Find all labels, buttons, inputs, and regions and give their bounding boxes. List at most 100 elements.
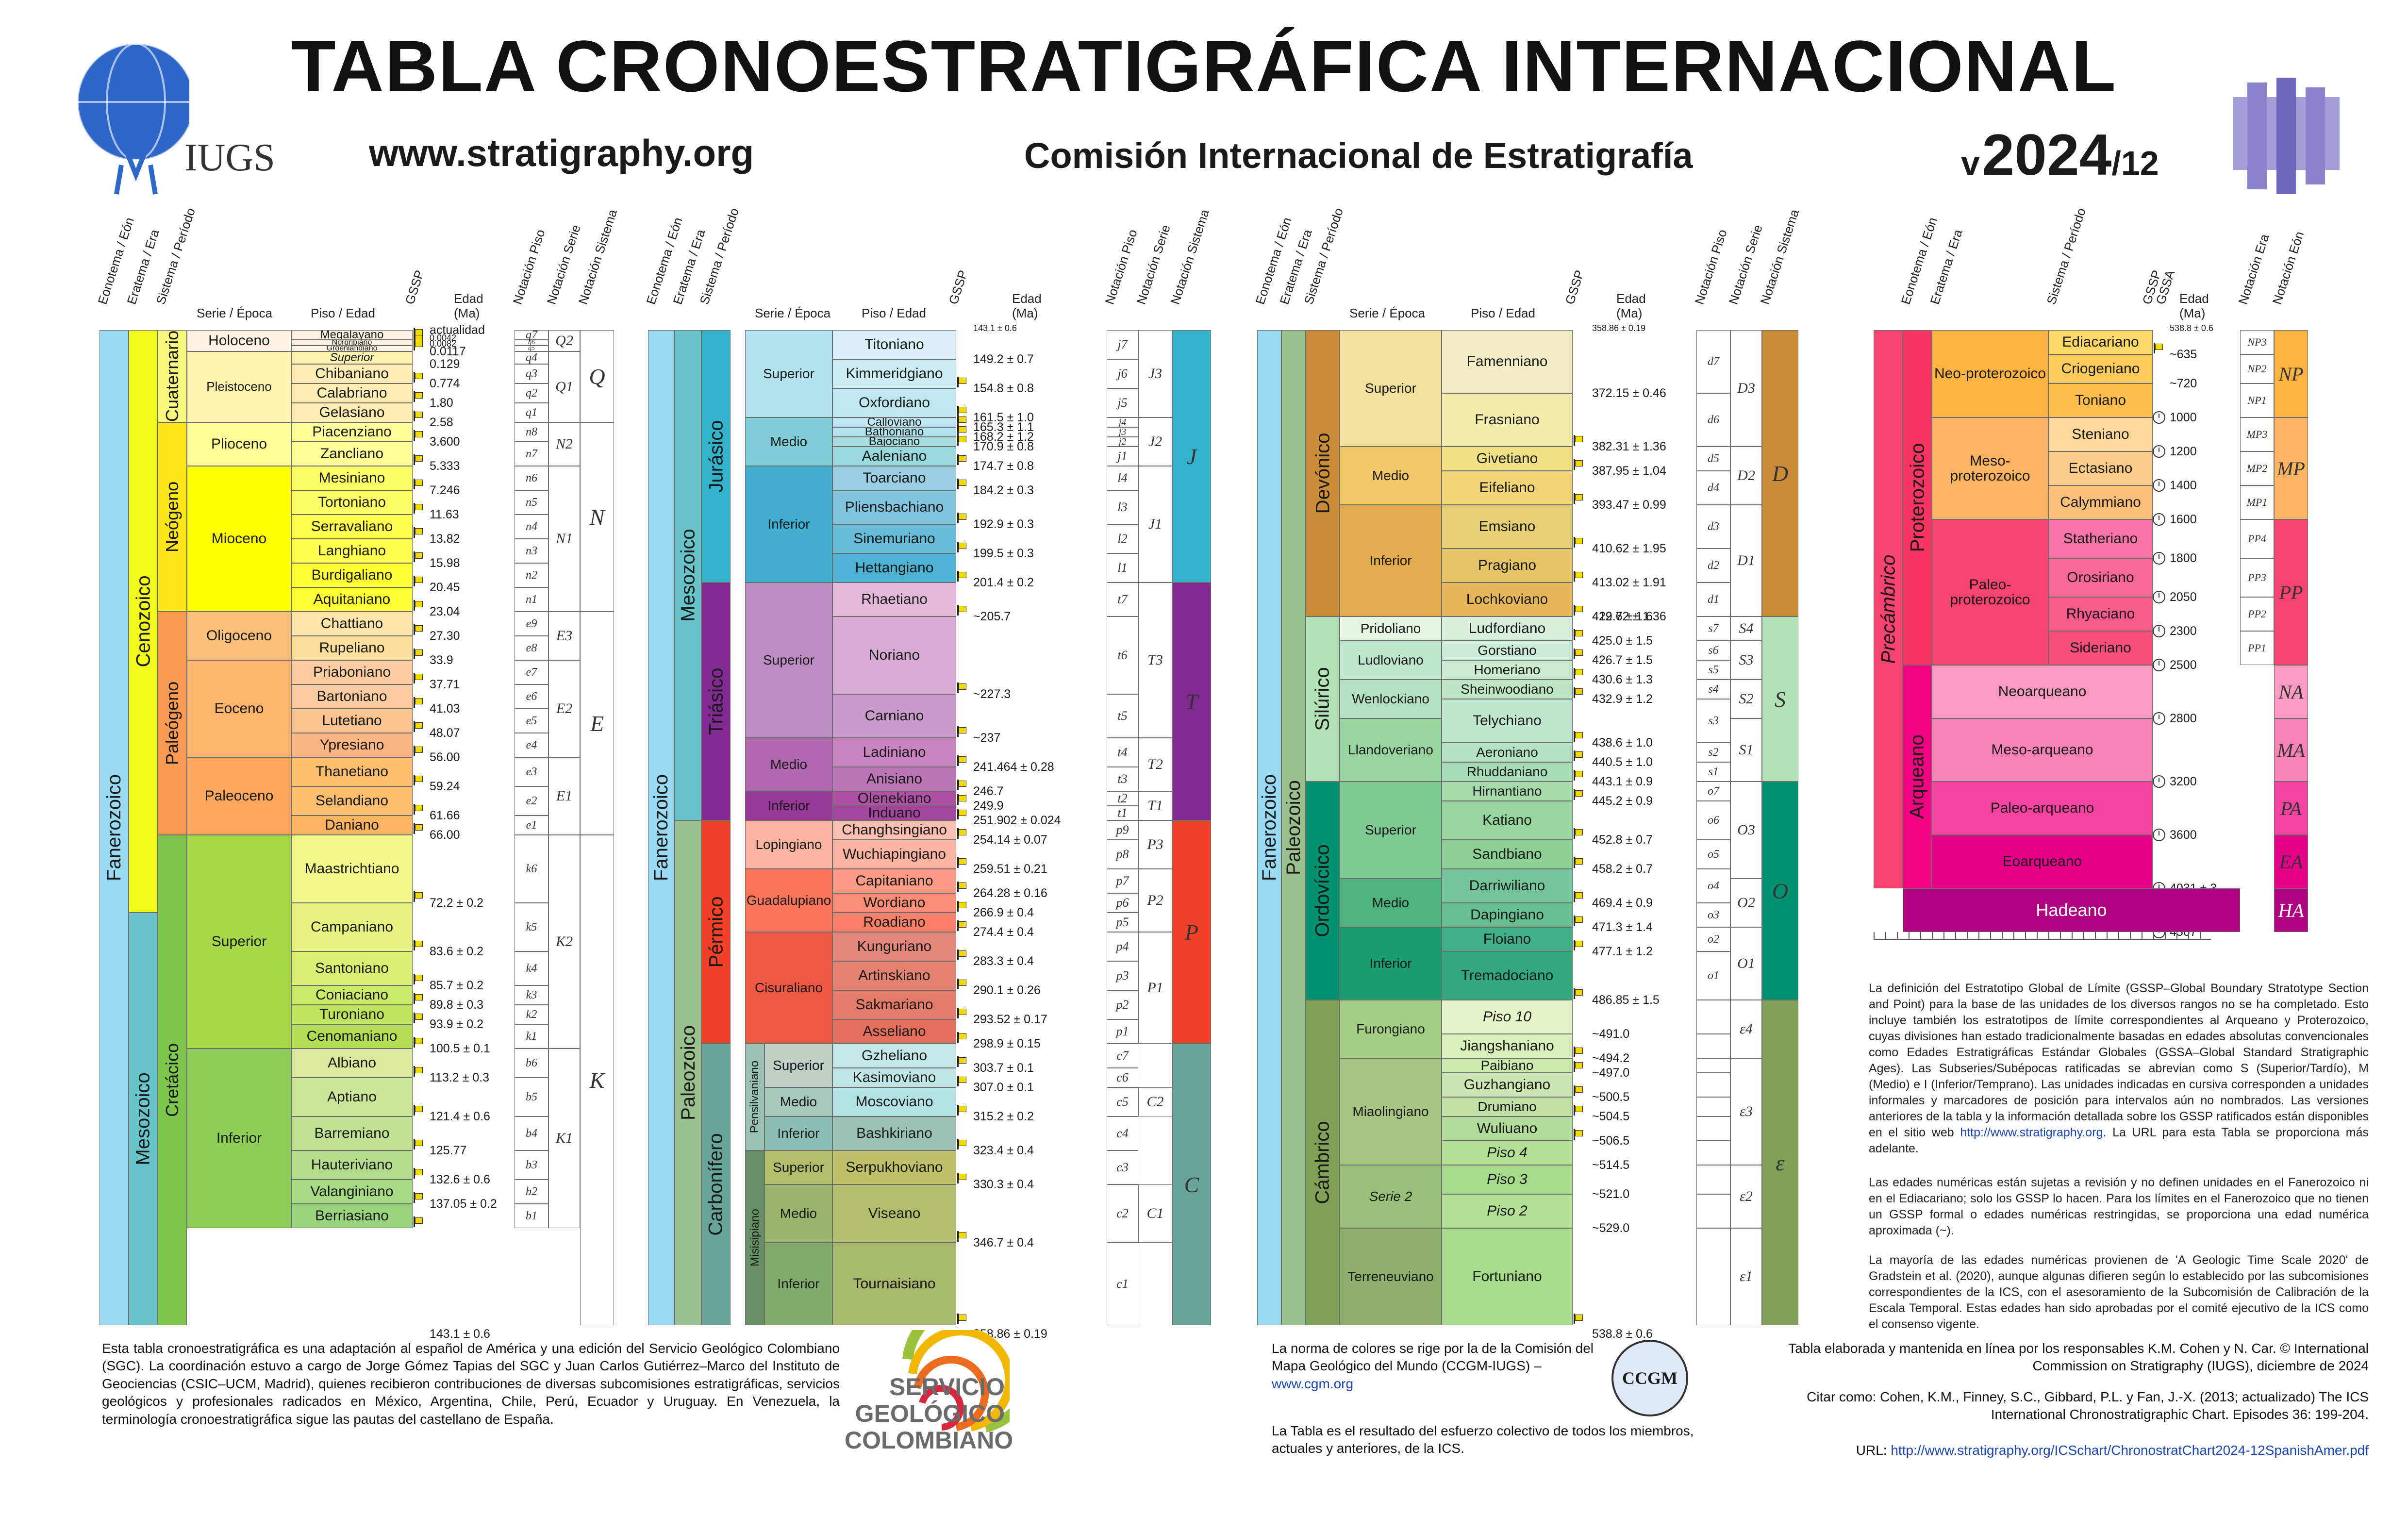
eon-cell-label: Proterozoico bbox=[1907, 443, 1928, 552]
stage-cell: Floiano bbox=[1442, 927, 1573, 951]
system-cell: Silúrico bbox=[1306, 616, 1340, 782]
stage-cell-label: Drumiano bbox=[1478, 1099, 1537, 1115]
series-cell: Superior bbox=[745, 583, 832, 738]
period-cell-label: Calymmiano bbox=[2060, 494, 2141, 511]
stage-cell-label: Calloviano bbox=[867, 417, 922, 427]
website-link[interactable]: www.stratigraphy.org bbox=[369, 132, 754, 174]
stage-notation: c2 bbox=[1107, 1184, 1138, 1243]
series-cell-label: Serie 2 bbox=[1369, 1189, 1412, 1204]
system-cell: Cámbrico bbox=[1306, 1000, 1340, 1325]
stage-cell: Katiano bbox=[1442, 801, 1573, 840]
system-cell: Neógeno bbox=[158, 422, 187, 612]
series-cell: Lopingiano bbox=[745, 820, 832, 869]
stage-age: 413.02 ± 1.91 bbox=[1592, 576, 1666, 589]
stage-cell-label: Noriano bbox=[868, 647, 920, 664]
stage-cell: Tremadociano bbox=[1442, 951, 1573, 1000]
stage-notation: j7 bbox=[1107, 330, 1138, 359]
era-notation: PA bbox=[2274, 782, 2308, 835]
note-gssp-end: . La URL para esta Tabla se proporciona … bbox=[1869, 1126, 2369, 1155]
gssp-golden-spike-icon bbox=[956, 1139, 967, 1149]
stage-cell: Campaniano bbox=[291, 903, 413, 951]
stage-notation: e6 bbox=[515, 684, 548, 709]
stage-cell: Dapingiano bbox=[1442, 903, 1573, 927]
stage-cell: Tournaisiano bbox=[832, 1243, 956, 1325]
series-cell: Inferior bbox=[764, 1243, 832, 1325]
stage-cell-label: Hauteriviano bbox=[311, 1157, 393, 1173]
stage-age: ~497.0 bbox=[1592, 1066, 1630, 1080]
stage-age: 249.9 bbox=[973, 799, 1004, 813]
stage-cell-label: Bathoniano bbox=[864, 427, 924, 437]
stage-cell: Givetiano bbox=[1442, 447, 1573, 471]
stage-cell: Roadiano bbox=[832, 913, 956, 932]
stage-cell: Piacenziano bbox=[291, 422, 413, 442]
ics-logo bbox=[2233, 78, 2340, 194]
stage-cell-label: Selandiano bbox=[315, 793, 389, 809]
gssp-golden-spike-icon bbox=[413, 430, 423, 441]
era-notation: NA bbox=[2274, 665, 2308, 718]
stage-cell-label: Santoniano bbox=[315, 960, 389, 977]
series-cell: Medio bbox=[1340, 879, 1442, 927]
gssp-golden-spike-icon bbox=[413, 775, 423, 785]
stage-cell-label: Bartoniano bbox=[316, 688, 387, 705]
period-cell: Ectasiano bbox=[2048, 451, 2153, 485]
stage-age: 422.7 ± 1.6 bbox=[1592, 610, 1653, 623]
gssp-golden-spike-icon bbox=[1573, 1314, 1583, 1324]
col3-head-age-unit: (Ma) bbox=[1616, 306, 1643, 320]
stage-notation: l1 bbox=[1107, 553, 1138, 583]
url-link[interactable]: http://www.stratigraphy.org/ICSchart/Chr… bbox=[1891, 1443, 2369, 1458]
stage-notation: d6 bbox=[1696, 393, 1730, 447]
gssp-golden-spike-icon bbox=[413, 804, 423, 815]
stage-cell-label: Thanetiano bbox=[315, 764, 389, 780]
series-cell-label: Superior bbox=[1365, 381, 1416, 396]
era-age: 3200 bbox=[2170, 775, 2197, 788]
period-cell-label: Ediacariano bbox=[2062, 334, 2139, 350]
note-gssp-link[interactable]: http://www.stratigraphy.org bbox=[1960, 1126, 2103, 1139]
series-cell: Medio bbox=[745, 417, 832, 466]
stage-age: 125.77 bbox=[430, 1144, 467, 1157]
gssp-golden-spike-icon bbox=[413, 340, 423, 350]
series-cell: Superior bbox=[1340, 330, 1442, 447]
system-cell: Ordovícico bbox=[1306, 782, 1340, 1000]
series-cell-label: Mioceno bbox=[211, 531, 267, 547]
stage-cell-label: Katiano bbox=[1482, 812, 1532, 829]
stage-cell-label: Aptiano bbox=[327, 1089, 377, 1105]
stage-age: 358.86 ± 0.19 bbox=[1592, 323, 1645, 333]
system-cell-label: Ordovícico bbox=[1312, 844, 1334, 937]
gssp-golden-spike-icon bbox=[413, 479, 423, 489]
series-notation: ε2 bbox=[1730, 1165, 1762, 1228]
stage-cell: Superior bbox=[291, 351, 413, 364]
series-notation: ε3 bbox=[1730, 1058, 1762, 1165]
gssp-golden-spike-icon bbox=[413, 600, 423, 611]
stage-age: 382.31 ± 1.36 bbox=[1592, 440, 1666, 453]
stage-cell: Megalayano bbox=[291, 330, 413, 340]
stage-cell-label: Serpukhoviano bbox=[846, 1159, 943, 1176]
gssp-golden-spike-icon bbox=[1573, 940, 1583, 950]
stage-age: 477.1 ± 1.2 bbox=[1592, 945, 1653, 958]
stage-age: 419.62 ± 1.36 bbox=[1592, 610, 1666, 623]
series-cell: Pleistoceno bbox=[187, 351, 291, 422]
era-cell-label: Neoarqueano bbox=[1998, 683, 2087, 700]
gssp-golden-spike-icon bbox=[956, 1008, 967, 1018]
stage-cell: Fortuniano bbox=[1442, 1228, 1573, 1325]
stage-cell: Homeriano bbox=[1442, 660, 1573, 680]
series-cell: Ludloviano bbox=[1340, 641, 1442, 680]
eon-cell: Fanerozoico bbox=[648, 330, 675, 1325]
stage-cell-label: Rhuddaniano bbox=[1466, 764, 1548, 780]
ccgm-link[interactable]: www.cgm.org bbox=[1272, 1376, 1354, 1391]
gssp-golden-spike-icon bbox=[1573, 770, 1583, 781]
version-year: 2024 bbox=[1982, 122, 2112, 187]
stage-cell-label: Chibaniano bbox=[315, 366, 389, 382]
series-notation: E1 bbox=[548, 757, 580, 835]
chart-title: TABLA CRONOESTRATIGRÁFICA INTERNACIONAL bbox=[291, 25, 2117, 107]
stage-notation: p1 bbox=[1107, 1019, 1138, 1044]
stage-age: 154.8 ± 0.8 bbox=[973, 382, 1034, 395]
gssp-golden-spike-icon bbox=[956, 1314, 967, 1324]
series-cell: Inferior bbox=[745, 466, 832, 583]
series-cell-label: Medio bbox=[770, 434, 808, 450]
stage-age: 438.6 ± 1.0 bbox=[1592, 736, 1653, 749]
series-cell-label: Oligoceno bbox=[206, 628, 272, 644]
col1-head-age-unit: (Ma) bbox=[454, 306, 480, 320]
stage-cell: Wuliuano bbox=[1442, 1116, 1573, 1141]
stage-cell: Sinemuriano bbox=[832, 524, 956, 553]
stage-cell: Ludfordiano bbox=[1442, 616, 1573, 641]
